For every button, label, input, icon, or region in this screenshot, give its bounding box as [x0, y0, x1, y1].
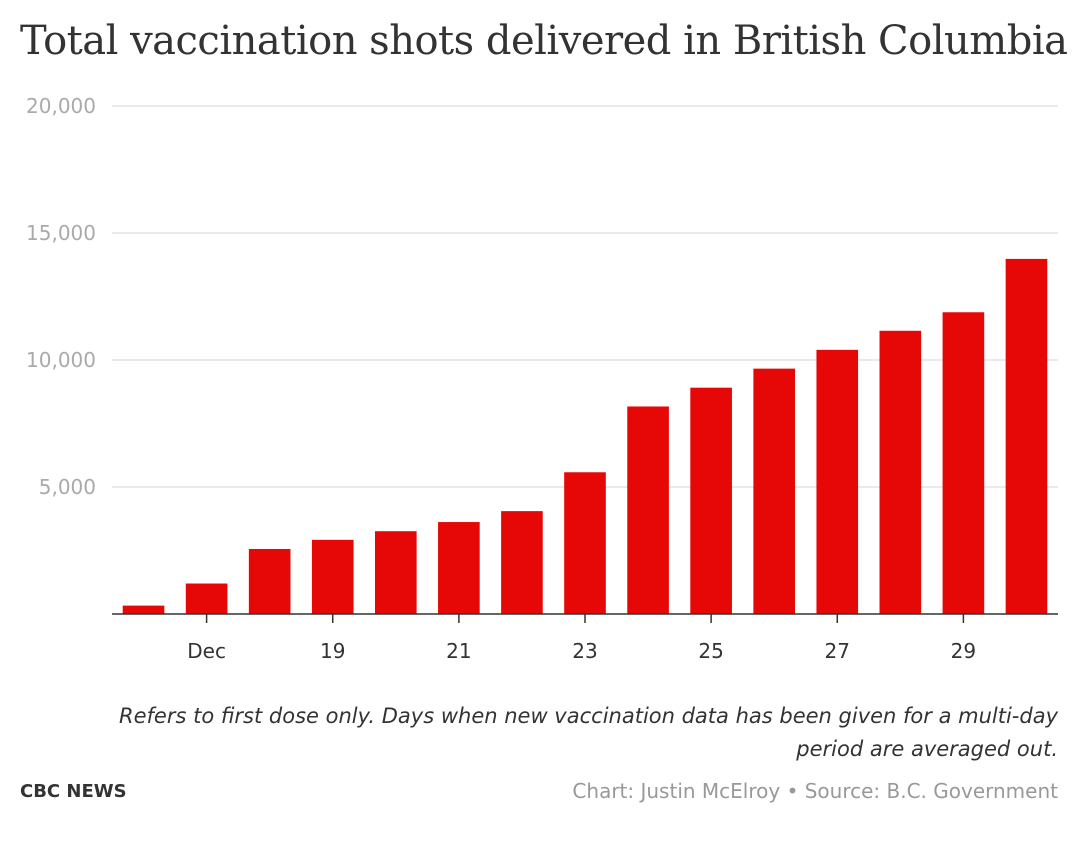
- bar: [753, 368, 796, 614]
- bar: [374, 531, 417, 614]
- x-tick-label: 21: [446, 639, 471, 663]
- bars: [122, 258, 1048, 614]
- bar: [311, 539, 354, 614]
- bar: [816, 349, 859, 614]
- x-tick-label: Dec: [187, 639, 226, 663]
- bar: [501, 511, 543, 614]
- x-tick-label: 27: [825, 639, 850, 663]
- y-tick-label: 15,000: [26, 221, 96, 245]
- bar: [185, 583, 228, 614]
- bar: [122, 605, 165, 614]
- chart-note: Refers to first dose only. Days when new…: [119, 704, 1058, 761]
- x-tick-label: 29: [951, 639, 976, 663]
- y-tick-label: 20,000: [26, 94, 96, 118]
- chart-credit: Chart: Justin McElroy • Source: B.C. Gov…: [572, 779, 1058, 803]
- bar: [627, 406, 669, 614]
- bar: [564, 472, 606, 614]
- x-axis-ticks: Dec 19 21 23 25 27 29: [187, 614, 976, 663]
- brand-label: CBC NEWS: [20, 781, 127, 802]
- bar: [879, 330, 922, 614]
- y-tick-label: 5,000: [39, 475, 96, 499]
- y-axis-tick-labels: 5,000 10,000 15,000 20,000: [26, 94, 96, 499]
- bar: [942, 312, 985, 614]
- x-tick-label: 19: [320, 639, 345, 663]
- y-tick-label: 10,000: [26, 348, 96, 372]
- x-tick-label: 23: [572, 639, 597, 663]
- bar: [690, 387, 732, 614]
- chart-title: Total vaccination shots delivered in Bri…: [20, 18, 1068, 64]
- bar: [1005, 258, 1048, 614]
- bar: [248, 548, 291, 614]
- bar: [438, 522, 480, 614]
- x-tick-label: 25: [698, 639, 723, 663]
